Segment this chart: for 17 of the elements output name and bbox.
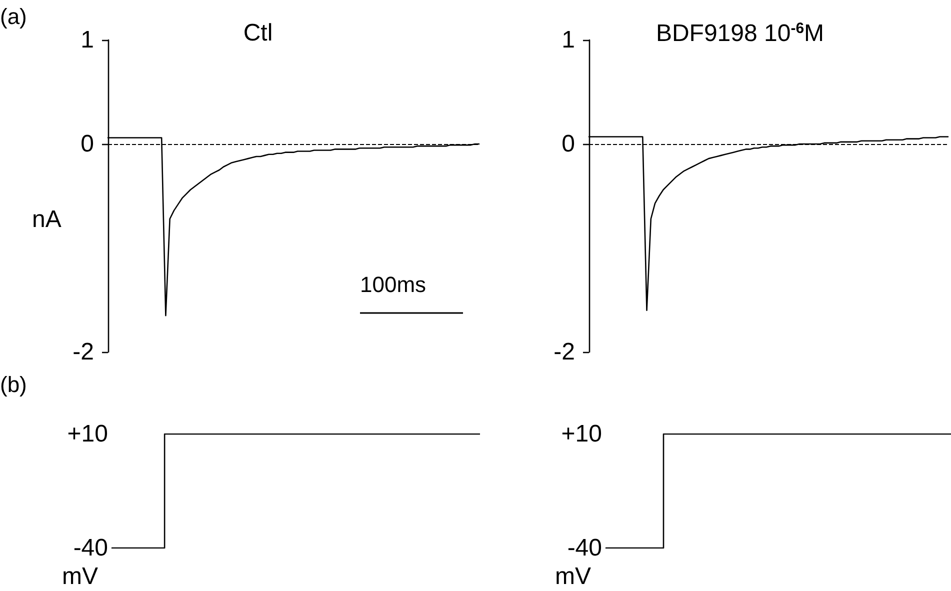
y-tick-label: 0 xyxy=(80,130,94,158)
y-axis-title: nA xyxy=(32,206,62,234)
y-axis-title: mV xyxy=(555,563,591,591)
text: (b) xyxy=(0,372,27,398)
chart-title: Ctl xyxy=(243,20,273,46)
y-tick-label: -40 xyxy=(73,534,108,562)
y-tick-label: 1 xyxy=(80,26,94,54)
y-tick-label: -40 xyxy=(567,534,602,562)
y-axis-title: mV xyxy=(62,563,98,591)
y-tick-label: 1 xyxy=(562,26,575,54)
annotation: 100ms xyxy=(360,272,426,298)
y-tick-label: +10 xyxy=(67,420,108,448)
y-tick-label: +10 xyxy=(561,420,602,448)
y-tick-label: 0 xyxy=(562,130,575,158)
y-tick-label: -2 xyxy=(554,338,575,366)
y-tick-label: -2 xyxy=(72,338,94,366)
text: (a) xyxy=(0,4,27,30)
